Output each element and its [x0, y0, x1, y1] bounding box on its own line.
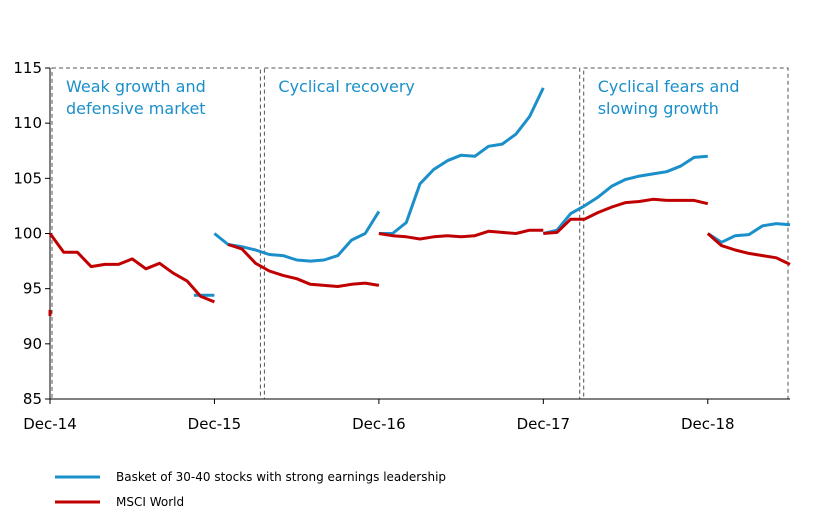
series-line-msci-world	[543, 197, 709, 235]
y-tick-label: 115	[13, 59, 42, 77]
y-tick-label: 85	[23, 390, 42, 408]
legend-label: MSCI World	[116, 495, 184, 509]
series-line-basket	[213, 210, 381, 263]
x-tick-label: Dec-15	[188, 415, 242, 433]
phase-boxes: Weak growth and defensive market Cyclical …	[51, 67, 789, 400]
series-lines	[48, 87, 791, 316]
axes: 85 90 95 100 105 110 115 Dec-14 Dec-15 Dec-16 Dec-…	[13, 59, 790, 433]
phase-label: Cyclical recovery	[278, 77, 414, 96]
legend-label: Basket of 30-40 stocks with strong earni…	[116, 470, 446, 484]
x-tick-label: Dec-17	[517, 415, 571, 433]
phase-box	[51, 67, 261, 400]
y-tick-label: 105	[13, 169, 42, 187]
y-tick-label: 90	[23, 335, 42, 353]
x-tick-label: Dec-14	[23, 415, 77, 433]
x-tick-label: Dec-18	[681, 415, 735, 433]
series-line-basket	[542, 154, 708, 235]
phase-label: defensive market	[66, 99, 206, 118]
y-tick-label: 100	[13, 225, 42, 243]
phase-label: Cyclical fears and	[598, 77, 740, 96]
series-line-msci-world	[378, 228, 544, 241]
y-tick-label: 95	[23, 280, 42, 298]
x-tick-label: Dec-16	[352, 415, 406, 433]
phase-label: Weak growth and	[66, 77, 206, 96]
series-line-msci-world	[227, 243, 380, 288]
series-line-basket	[378, 87, 545, 235]
phase-label: slowing growth	[598, 99, 719, 118]
phase-box	[263, 67, 581, 400]
series-line-msci-world	[706, 232, 791, 266]
y-tick-label: 110	[13, 114, 42, 132]
series-line-msci-world	[48, 232, 215, 304]
legend: Basket of 30-40 stocks with strong earni…	[55, 470, 446, 509]
series-line-basket	[706, 222, 791, 244]
